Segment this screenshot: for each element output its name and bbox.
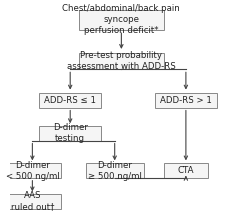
Text: Chest/abdominal/back pain
syncope
perfusion deficit*: Chest/abdominal/back pain syncope perfus… bbox=[62, 4, 180, 35]
Text: AAS
ruled out†: AAS ruled out† bbox=[11, 192, 54, 212]
Text: Pre-test probability
assessment with ADD-RS: Pre-test probability assessment with ADD… bbox=[67, 51, 176, 71]
FancyBboxPatch shape bbox=[4, 163, 61, 178]
FancyBboxPatch shape bbox=[39, 93, 101, 108]
Text: CTA: CTA bbox=[178, 166, 194, 175]
Text: ADD-RS ≤ 1: ADD-RS ≤ 1 bbox=[44, 96, 96, 105]
FancyBboxPatch shape bbox=[39, 126, 101, 141]
FancyBboxPatch shape bbox=[79, 53, 164, 69]
Text: D-dimer
≥ 500 ng/ml: D-dimer ≥ 500 ng/ml bbox=[88, 161, 142, 181]
Text: ADD-RS > 1: ADD-RS > 1 bbox=[160, 96, 212, 105]
FancyBboxPatch shape bbox=[155, 93, 217, 108]
Text: D-dimer
< 500 ng/ml: D-dimer < 500 ng/ml bbox=[6, 161, 59, 181]
FancyBboxPatch shape bbox=[86, 163, 144, 178]
FancyBboxPatch shape bbox=[4, 194, 61, 209]
Text: D-dimer
testing: D-dimer testing bbox=[53, 123, 88, 143]
FancyBboxPatch shape bbox=[164, 163, 208, 178]
FancyBboxPatch shape bbox=[79, 9, 164, 30]
